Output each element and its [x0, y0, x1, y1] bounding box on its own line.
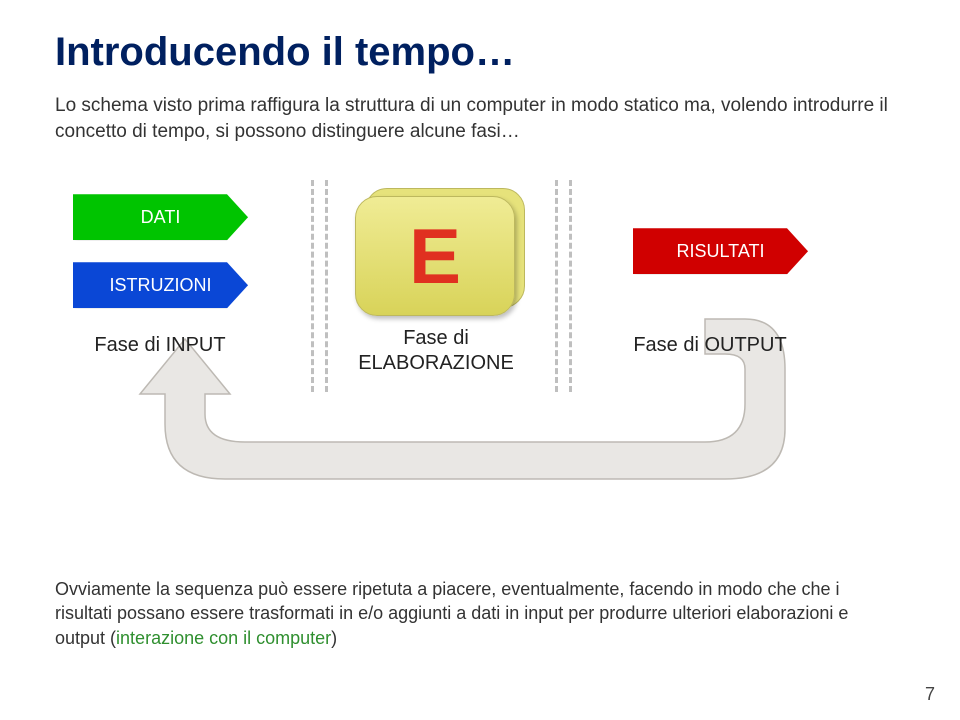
divider [311, 180, 314, 392]
istruzioni-label: ISTRUZIONI [110, 275, 212, 296]
phase-elab-line1: Fase di [403, 327, 469, 349]
divider [325, 180, 328, 392]
dati-shape: DATI [73, 194, 248, 240]
istruzioni-shape: ISTRUZIONI [73, 262, 248, 308]
slide: Introducendo il tempo… Lo schema visto p… [0, 0, 960, 720]
risultati-shape: RISULTATI [633, 228, 808, 274]
e-letter: E [409, 217, 461, 295]
phase-input-label: Fase di INPUT [75, 334, 245, 357]
bottom-part3: ) [331, 628, 337, 648]
diagram: DATI ISTRUZIONI E RISULTATI Fase di INPU… [55, 184, 905, 464]
intro-text: Lo schema visto prima raffigura la strut… [55, 93, 905, 144]
elaborazione-shape: E [355, 188, 525, 316]
page-number: 7 [925, 684, 935, 705]
bottom-text: Ovviamente la sequenza può essere ripetu… [55, 577, 895, 650]
dati-label: DATI [141, 207, 181, 228]
phase-output-label: Fase di OUTPUT [605, 334, 815, 357]
phase-elab-label: Fase di ELABORAZIONE [331, 326, 541, 376]
bottom-accent: interazione con il computer [116, 628, 331, 648]
divider [555, 180, 558, 392]
risultati-label: RISULTATI [676, 241, 764, 262]
phase-elab-line2: ELABORAZIONE [358, 352, 514, 374]
elab-front: E [355, 196, 515, 316]
divider [569, 180, 572, 392]
page-title: Introducendo il tempo… [55, 30, 905, 75]
